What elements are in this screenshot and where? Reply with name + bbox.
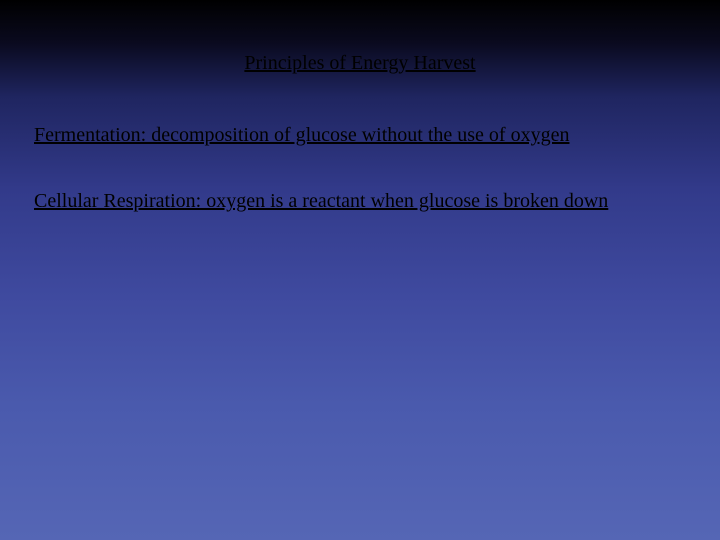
body-line-cellular-respiration: Cellular Respiration: oxygen is a reacta…	[34, 190, 608, 213]
slide-title: Principles of Energy Harvest	[0, 52, 720, 75]
body-line-fermentation: Fermentation: decomposition of glucose w…	[34, 124, 569, 147]
